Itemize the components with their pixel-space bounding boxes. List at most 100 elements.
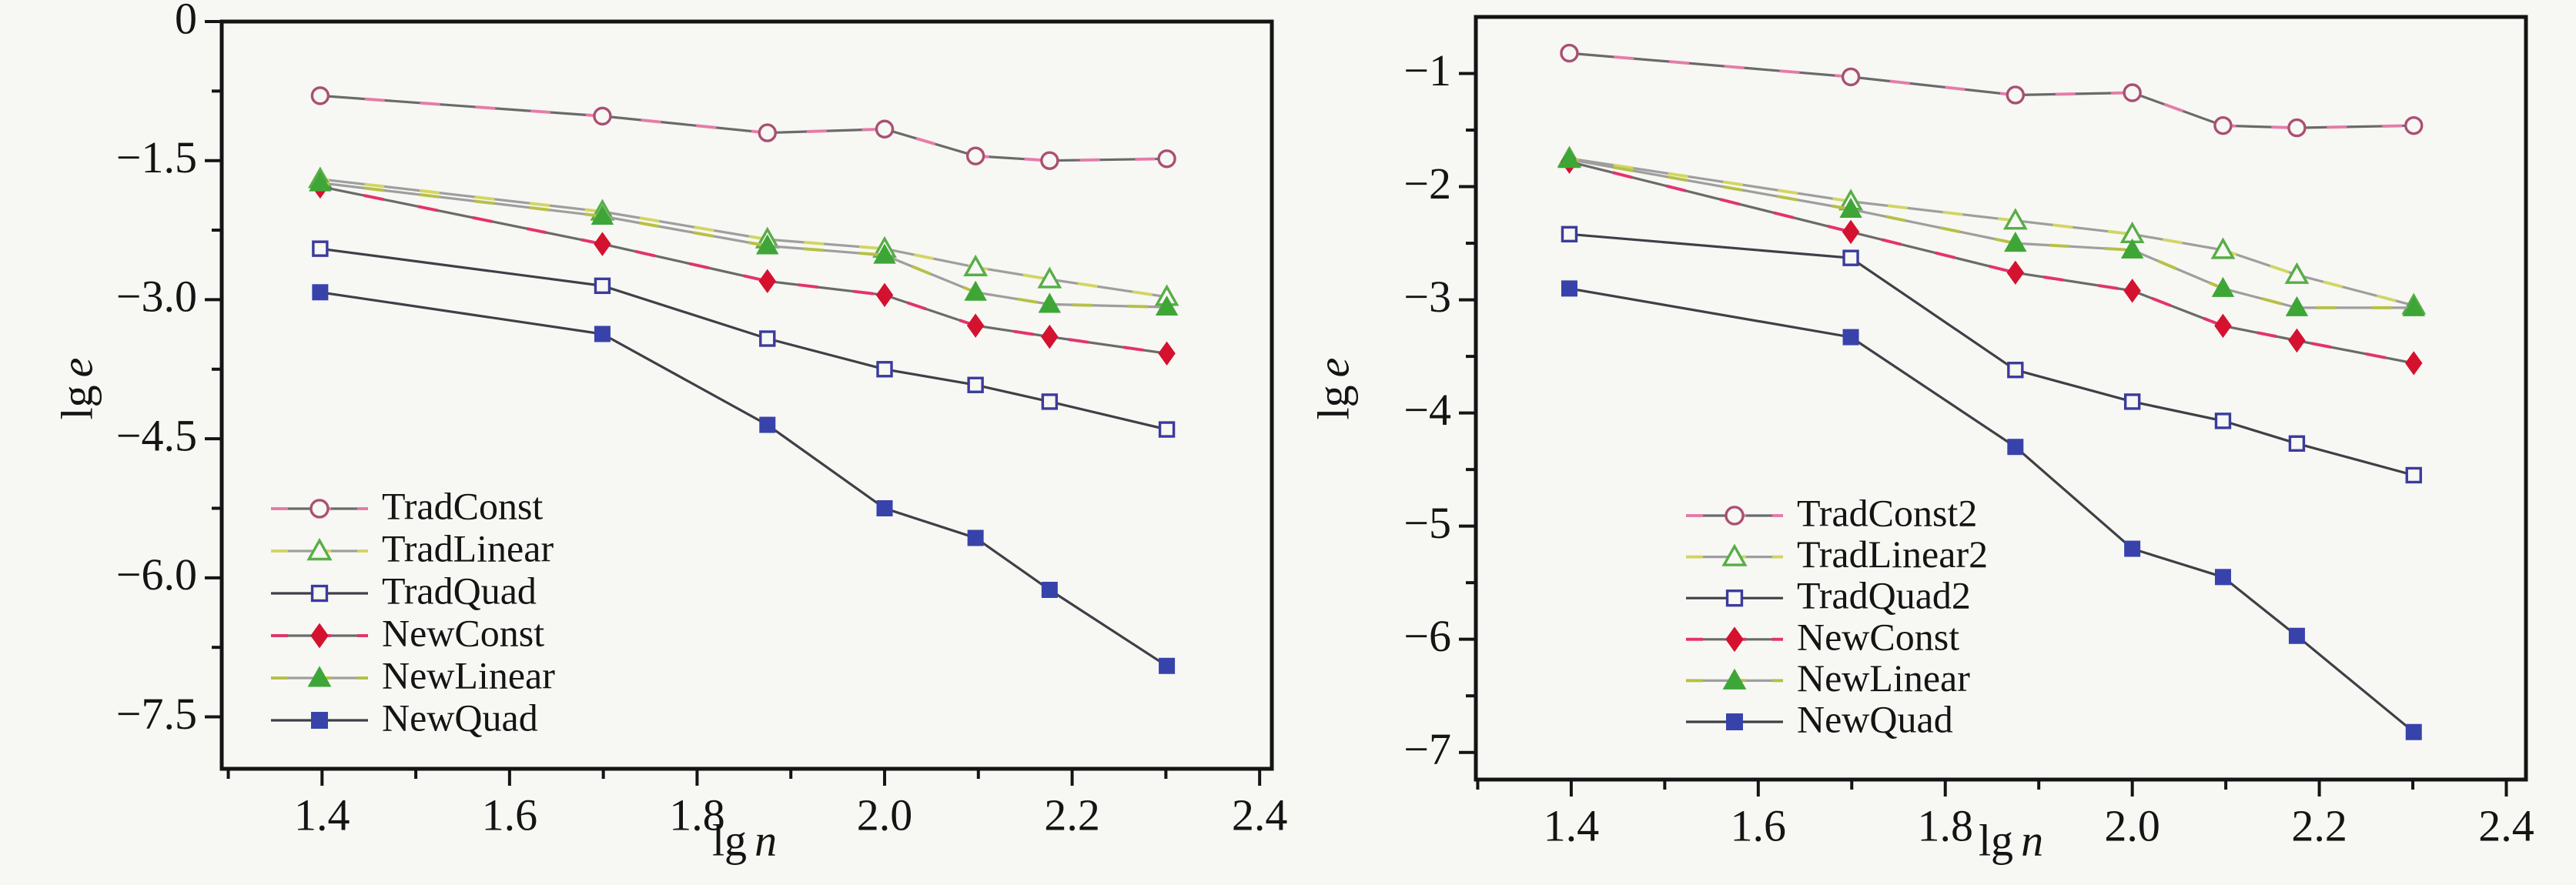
marker-shape (876, 361, 893, 378)
legend-label-NewConst: NewConst (1797, 615, 1959, 658)
data-point-TradQuad (1041, 393, 1059, 410)
data-point-TradQuad2 (2405, 466, 2422, 484)
x-tick-label: 2.0 (2104, 801, 2160, 851)
marker-shape (1841, 67, 1861, 87)
marker-shape (967, 376, 984, 393)
marker-shape (2007, 439, 2024, 456)
data-point-TradConst (593, 106, 612, 126)
x-tick-label: 2.4 (2478, 801, 2534, 851)
legend-marker-TradQuad2 (1725, 589, 1744, 607)
legend-label-TradLinear: TradLinear (382, 526, 554, 569)
marker-shape (309, 171, 332, 192)
data-point-TradConst (310, 86, 330, 105)
data-point-TradQuad2 (2007, 362, 2024, 379)
marker-shape (2124, 540, 2141, 557)
marker-shape (1158, 421, 1176, 438)
data-point-NewLinear (590, 204, 614, 225)
data-point-TradConst (965, 146, 985, 165)
legend-marker-TradLinear (306, 537, 333, 561)
data-point-TradConst (1157, 149, 1176, 169)
marker-shape (594, 232, 611, 256)
marker-shape (1560, 43, 1579, 63)
data-point-NewLinear (873, 243, 896, 264)
data-point-TradLinear (963, 254, 989, 276)
data-point-NewQuad (759, 416, 776, 433)
marker-shape (2006, 85, 2026, 105)
marker-shape (307, 666, 332, 687)
y-tick-label: −1 (1403, 45, 1451, 95)
data-point-NewQuad (2124, 540, 2141, 557)
legend-marker-TradConst (309, 499, 330, 519)
x-axis-title-var: n (2021, 815, 2044, 866)
data-point-TradConst2 (1841, 67, 1861, 87)
left-x-axis-title: lg n (712, 815, 777, 867)
data-point-TradLinear2 (2210, 237, 2236, 259)
y-tick-label: −6.0 (116, 549, 197, 599)
marker-shape (966, 313, 985, 338)
data-point-NewConst (2214, 313, 2232, 339)
data-point-NewConst (1041, 324, 1059, 349)
data-point-TradConst2 (2006, 85, 2026, 105)
data-point-TradConst (758, 123, 777, 142)
data-point-TradConst2 (2404, 115, 2424, 135)
legend-label-TradQuad: TradQuad (382, 569, 537, 612)
legend-marker-TradQuad (310, 584, 329, 603)
marker-shape (2214, 313, 2232, 339)
x-tick-label: 2.2 (1044, 790, 1100, 840)
data-point-NewQuad (2405, 723, 2422, 740)
plot-frame (219, 19, 1274, 771)
marker-shape (2405, 466, 2422, 484)
data-point-NewQuad (1159, 657, 1176, 674)
data-point-TradQuad (594, 277, 611, 295)
y-axis-title-text: lg (52, 385, 102, 420)
y-axis-title-var: e (52, 357, 102, 378)
data-point-NewLinear (2285, 296, 2309, 316)
data-point-NewLinear (1839, 197, 1862, 218)
x-tick-label: 1.4 (294, 790, 350, 840)
data-point-NewLinear (309, 171, 332, 192)
marker-shape (2007, 362, 2024, 379)
marker-shape (2288, 328, 2306, 353)
legend-marker-TradLinear2 (1721, 543, 1748, 566)
series-accent-line-NewLinear (319, 181, 1167, 309)
marker-shape (759, 416, 776, 433)
legend-marker-NewConst (310, 623, 329, 649)
marker-shape (2287, 118, 2307, 138)
series-line-NewConst (319, 185, 1167, 355)
marker-shape (1721, 543, 1748, 566)
marker-shape (1725, 506, 1745, 526)
data-point-TradQuad2 (2214, 412, 2232, 429)
marker-shape (759, 330, 776, 347)
data-point-NewQuad (312, 284, 329, 301)
data-point-NewLinear (2120, 238, 2144, 259)
data-point-TradConst (875, 119, 895, 139)
marker-shape (2285, 296, 2309, 316)
data-point-NewLinear (2211, 276, 2235, 297)
marker-shape (312, 240, 329, 257)
series-line-NewConst (1569, 160, 2414, 365)
data-point-NewConst (2123, 279, 2141, 303)
data-point-NewConst (1842, 219, 1860, 245)
series-line-NewLinear (1569, 158, 2414, 309)
marker-shape (875, 119, 895, 139)
marker-shape (1157, 149, 1176, 169)
y-tick-label: −4 (1403, 385, 1451, 435)
marker-shape (312, 284, 329, 301)
data-point-NewQuad (1561, 280, 1577, 297)
y-axis-title-var: e (1308, 357, 1359, 378)
legend-marker-NewLinear (307, 666, 332, 687)
data-point-TradQuad2 (2288, 435, 2306, 453)
x-axis-title-text: lg (711, 815, 748, 866)
marker-shape (873, 243, 896, 264)
data-point-NewConst (758, 269, 777, 294)
marker-shape (594, 277, 611, 295)
data-point-NewQuad (967, 529, 984, 546)
x-tick-label: 2.2 (2291, 801, 2347, 851)
left-y-axis-title: lg e (52, 358, 103, 420)
marker-shape (2214, 412, 2232, 429)
marker-shape (876, 499, 893, 516)
series-accent-line-NewConst (1569, 160, 2414, 365)
legend-label-NewQuad: NewQuad (1797, 697, 1953, 740)
marker-shape (2214, 569, 2231, 586)
